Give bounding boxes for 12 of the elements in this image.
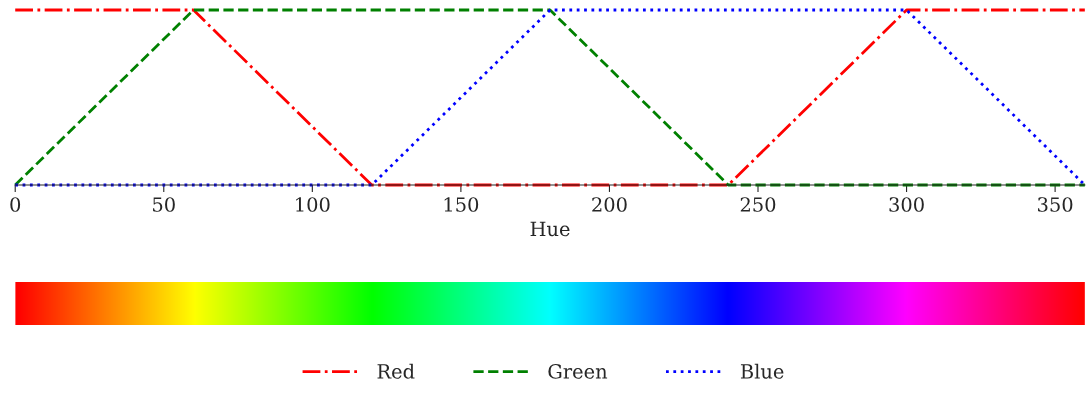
x-tick-label: 300	[889, 197, 924, 212]
x-tick-label: 150	[444, 197, 479, 212]
x-axis-title: Hue	[530, 221, 570, 237]
x-tick-label: 0	[10, 197, 21, 212]
legend-label: Blue	[740, 363, 784, 379]
x-tick-label: 250	[740, 197, 776, 212]
x-tick-label: 350	[1038, 197, 1073, 212]
x-tick-label: 100	[296, 197, 330, 212]
x-tick-label: 50	[153, 197, 175, 212]
legend-label: Green	[548, 364, 608, 379]
legend-label: Red	[377, 363, 415, 379]
x-tick-label: 200	[592, 197, 627, 212]
